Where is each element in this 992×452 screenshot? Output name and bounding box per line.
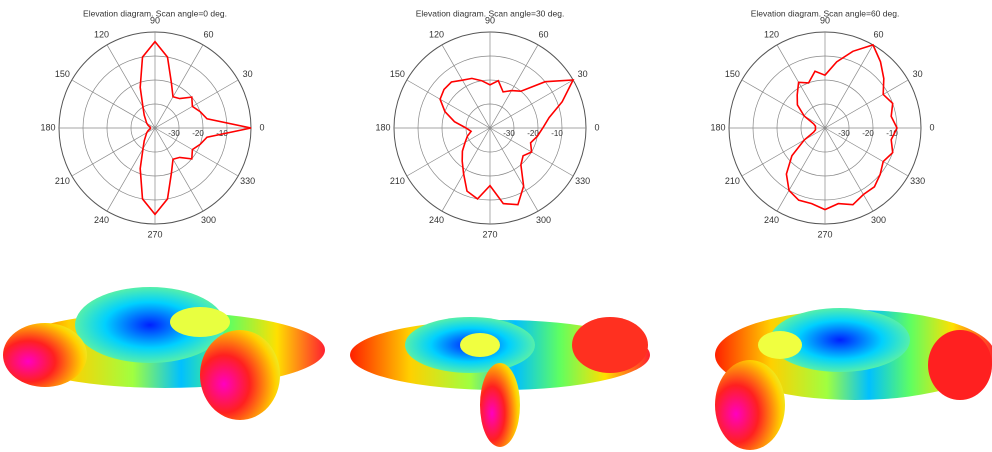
spoke [441,127,491,212]
theta-tick-label: 60 [203,30,213,40]
theta-tick-label: 90 [150,15,160,25]
theta-tick-label: 330 [240,176,255,186]
r-tick-label: -30 [168,129,180,138]
theta-tick-label: 30 [578,69,588,79]
spoke [106,127,156,212]
spoke [106,44,156,129]
r-tick-label: -20 [527,129,539,138]
spoke [154,127,239,177]
spoke [824,127,874,212]
theta-tick-label: 90 [485,15,495,25]
chart-title: Elevation diagram. Scan angle=0 deg. [83,8,227,18]
theta-tick-label: 240 [94,215,109,225]
theta-tick-label: 0 [594,122,599,132]
theta-tick-label: 210 [55,176,70,186]
spoke [71,79,156,129]
theta-tick-label: 150 [55,69,70,79]
spoke [71,127,156,177]
spoke [824,44,874,129]
theta-tick-label: 300 [536,215,551,225]
theta-tick-label: 270 [147,229,162,239]
render-3d [350,317,650,447]
spoke [776,127,826,212]
r-tick-label: -20 [192,129,204,138]
r-tick-label: -30 [838,129,850,138]
pattern-line [139,40,252,216]
theta-tick-label: 150 [390,69,405,79]
spoke [154,127,204,212]
r-tick-label: -30 [503,129,515,138]
theta-tick-label: 210 [390,176,405,186]
theta-tick-label: 330 [910,176,925,186]
theta-tick-label: 240 [764,215,779,225]
theta-tick-label: 90 [820,15,830,25]
theta-tick-label: 240 [429,215,444,225]
theta-tick-label: 30 [243,69,253,79]
r-tick-label: -10 [551,129,563,138]
theta-tick-label: 120 [429,30,444,40]
spoke [824,79,909,129]
chart-title: Elevation diagram. Scan angle=60 deg. [751,8,900,18]
spoke [741,127,826,177]
pattern-line [439,77,575,206]
theta-tick-label: 60 [538,30,548,40]
theta-tick-label: 210 [725,176,740,186]
spoke [489,127,539,212]
spoke [824,127,909,177]
theta-tick-label: 0 [929,122,934,132]
theta-tick-label: 330 [575,176,590,186]
spoke [441,44,491,129]
r-tick-label: -20 [862,129,874,138]
spoke [154,79,239,129]
spoke [741,79,826,129]
theta-tick-label: 180 [375,122,390,132]
theta-tick-label: 180 [710,122,725,132]
theta-tick-label: 270 [482,229,497,239]
r-tick-label: -10 [886,129,898,138]
spoke [776,44,826,129]
theta-tick-label: 150 [725,69,740,79]
chart-title: Elevation diagram. Scan angle=30 deg. [416,8,565,18]
theta-tick-label: 120 [764,30,779,40]
render-3d [715,308,992,450]
theta-tick-label: 60 [873,30,883,40]
spoke [406,127,491,177]
theta-tick-label: 120 [94,30,109,40]
theta-tick-label: 0 [259,122,264,132]
theta-tick-label: 300 [871,215,886,225]
render-3d [3,287,325,420]
theta-tick-label: 180 [40,122,55,132]
theta-tick-label: 270 [817,229,832,239]
spoke [154,44,204,129]
spoke [406,79,491,129]
theta-tick-label: 300 [201,215,216,225]
spoke [489,44,539,129]
spoke [489,79,574,129]
theta-tick-label: 30 [913,69,923,79]
pattern-line [785,43,898,211]
